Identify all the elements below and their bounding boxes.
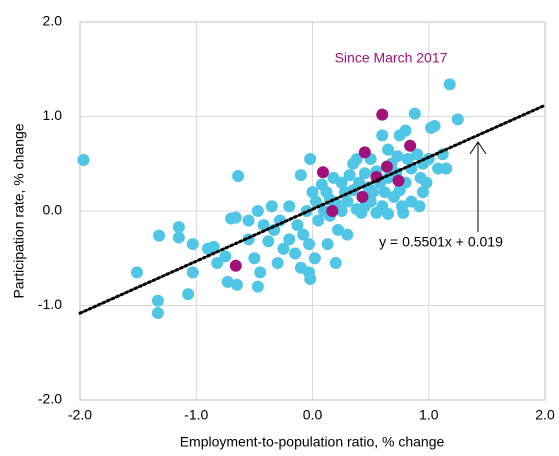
point	[297, 228, 310, 241]
point	[294, 169, 307, 182]
point	[130, 266, 143, 279]
point	[251, 205, 264, 217]
point	[321, 238, 334, 251]
trendline-label: y = 0.5501x + 0.019	[379, 234, 503, 250]
point	[172, 221, 185, 234]
x-tick-label: -1.0	[184, 407, 208, 423]
point	[358, 200, 371, 213]
point	[401, 153, 414, 166]
point	[332, 223, 345, 236]
x-tick-label: -2.0	[68, 407, 92, 423]
x-tick-label: 0.0	[303, 407, 323, 423]
point	[229, 211, 242, 224]
point	[397, 206, 410, 219]
point	[376, 108, 389, 121]
point	[151, 294, 164, 307]
y-tick-label: 1.0	[43, 107, 63, 123]
point	[420, 176, 433, 189]
point	[211, 256, 224, 269]
y-tick-label: 0.0	[43, 202, 63, 218]
point	[416, 186, 429, 199]
point	[219, 250, 232, 263]
point	[201, 242, 214, 255]
point	[283, 233, 296, 246]
point	[77, 153, 90, 166]
point	[172, 231, 185, 244]
point	[254, 266, 267, 279]
point	[350, 153, 363, 166]
point	[182, 288, 195, 301]
x-tick-label: 2.0	[535, 407, 555, 423]
point	[329, 256, 342, 269]
point	[309, 195, 322, 208]
point	[358, 146, 371, 159]
point	[242, 214, 255, 227]
y-tick-label: 2.0	[43, 13, 63, 29]
point	[343, 169, 356, 182]
trendline	[78, 103, 547, 315]
point	[306, 186, 319, 199]
x-axis-label: Employment-to-population ratio, % change	[180, 434, 445, 450]
point	[265, 200, 278, 213]
point	[251, 280, 264, 293]
point	[391, 150, 404, 163]
point	[404, 139, 417, 152]
point	[408, 107, 421, 120]
point	[392, 174, 405, 187]
point	[277, 242, 290, 255]
point	[411, 148, 424, 161]
point	[229, 259, 242, 272]
point	[376, 129, 389, 142]
y-tick-label: -2.0	[38, 391, 62, 407]
series-annotation: Since March 2017	[335, 50, 448, 66]
plot-border	[79, 21, 546, 401]
point	[443, 78, 456, 91]
point	[186, 238, 199, 251]
point	[335, 205, 348, 217]
point	[366, 186, 379, 199]
point	[289, 247, 302, 260]
point	[308, 252, 321, 265]
y-tick-label: -1.0	[38, 296, 62, 312]
point	[262, 235, 275, 248]
point	[248, 252, 261, 265]
point	[382, 207, 395, 220]
point	[413, 200, 426, 213]
point	[303, 238, 316, 251]
point	[316, 166, 329, 179]
point	[271, 256, 284, 269]
point	[326, 205, 339, 217]
point	[341, 228, 354, 241]
point	[428, 119, 441, 132]
point	[341, 195, 354, 208]
y-axis-label: Participation rate, % change	[11, 123, 27, 298]
point	[304, 273, 317, 286]
point	[283, 200, 296, 213]
point	[186, 266, 199, 279]
point	[356, 190, 369, 203]
point	[378, 186, 391, 199]
point	[230, 278, 243, 291]
point	[399, 124, 412, 137]
point	[291, 219, 304, 232]
point	[382, 143, 395, 156]
arrow-head	[469, 141, 487, 155]
point	[451, 113, 464, 126]
point	[335, 176, 348, 189]
point	[358, 167, 371, 180]
point	[440, 162, 453, 175]
point	[153, 229, 166, 242]
point	[304, 153, 317, 166]
x-tick-label: 1.0	[419, 407, 439, 423]
point	[151, 307, 164, 320]
point	[221, 275, 234, 288]
point	[312, 214, 325, 227]
point	[232, 170, 245, 183]
point	[380, 160, 393, 173]
